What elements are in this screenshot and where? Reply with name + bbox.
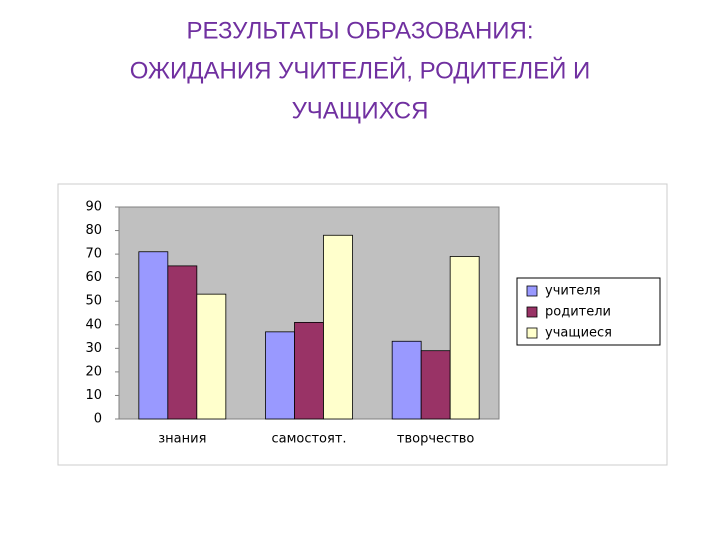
- legend: [516, 277, 661, 346]
- legend-swatch: [526, 285, 538, 297]
- bar: [196, 293, 227, 420]
- y-tick-label: 20: [85, 364, 102, 379]
- chart-title: ОЖИДАНИЯ УЧИТЕЛЕЙ, РОДИТЕЛЕЙ И: [130, 56, 591, 84]
- y-tick-label: 90: [85, 200, 102, 215]
- y-tick-label: 50: [85, 294, 102, 309]
- bar: [294, 322, 324, 420]
- legend-label: учителя: [545, 284, 601, 299]
- chart-title: УЧАЩИХСЯ: [292, 97, 429, 124]
- y-tick-label: 10: [85, 388, 102, 403]
- y-tick-label: 70: [85, 247, 102, 262]
- legend-label: учащиеся: [545, 326, 612, 341]
- bar: [420, 350, 451, 420]
- y-tick-label: 60: [85, 270, 102, 285]
- legend-swatch: [526, 306, 538, 318]
- y-tick-label: 40: [85, 317, 102, 332]
- bar: [138, 251, 169, 420]
- y-tick-label: 0: [94, 412, 102, 427]
- legend-label: родители: [545, 305, 611, 320]
- bar: [323, 234, 353, 420]
- bar: [265, 331, 295, 420]
- bar: [167, 265, 198, 420]
- legend-swatch: [526, 327, 538, 339]
- y-tick-label: 30: [85, 341, 102, 356]
- x-tick-label: творчество: [397, 432, 475, 447]
- x-tick-label: самостоят.: [271, 432, 346, 447]
- bar: [391, 340, 422, 420]
- chart-title: РЕЗУЛЬТАТЫ ОБРАЗОВАНИЯ:: [186, 17, 533, 44]
- y-tick-label: 80: [85, 223, 102, 238]
- bar: [449, 256, 480, 420]
- x-tick-label: знания: [158, 432, 206, 447]
